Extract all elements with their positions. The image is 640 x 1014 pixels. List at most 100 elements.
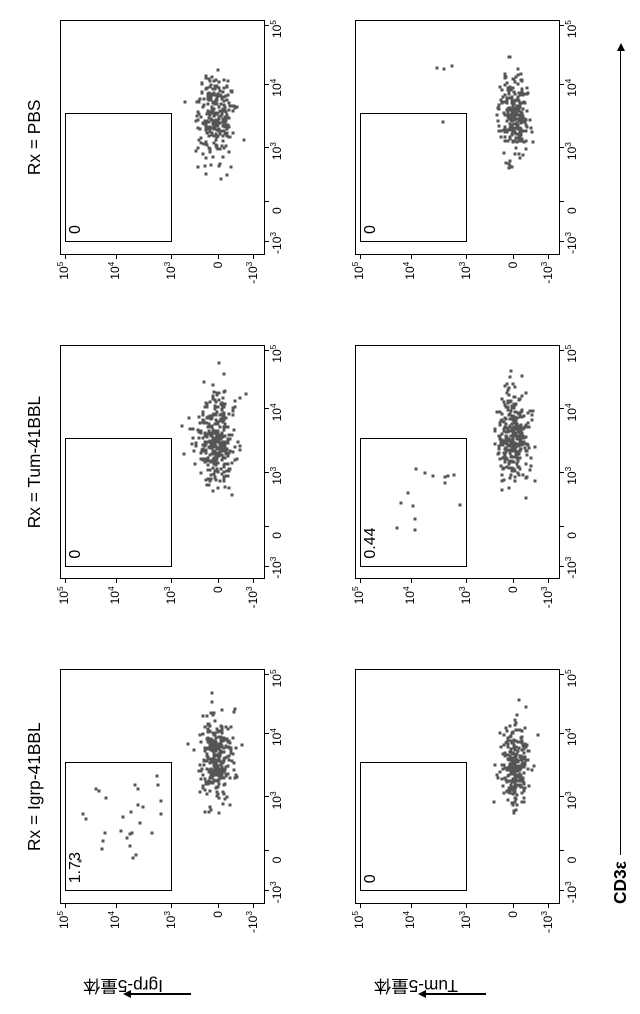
event-dot [212, 391, 215, 394]
event-dot [221, 396, 224, 399]
event-dot [520, 93, 523, 96]
event-dot [514, 99, 517, 102]
x-tick-label: 105 [563, 345, 579, 363]
event-dot [227, 740, 230, 743]
event-dot [498, 451, 501, 454]
event-dot [228, 150, 231, 153]
event-dot [101, 848, 104, 851]
event-dot [216, 786, 219, 789]
event-dot [217, 743, 220, 746]
event-dot [201, 83, 204, 86]
event-dot [510, 409, 513, 412]
event-dot [521, 374, 524, 377]
event-dot [504, 161, 507, 164]
event-dot [222, 803, 225, 806]
event-dot [498, 457, 501, 460]
event-dot [220, 732, 223, 735]
event-dot [213, 712, 216, 715]
event-dot [519, 121, 522, 124]
event-dot [520, 444, 523, 447]
event-dot [137, 804, 140, 807]
event-dot [230, 166, 233, 169]
event-dot [533, 479, 536, 482]
event-dot [503, 416, 506, 419]
flow-panel: -103-103001031031041041051050.44 [355, 345, 560, 580]
event-dot [231, 413, 234, 416]
event-dot [235, 458, 238, 461]
y-tick-label: 103 [457, 586, 473, 604]
event-dot [220, 443, 223, 446]
event-dot [222, 406, 225, 409]
event-dot [225, 796, 228, 799]
y-tick-label: 103 [457, 262, 473, 280]
event-dot [228, 117, 231, 120]
x-tick-label: 105 [268, 20, 284, 38]
event-dot [446, 474, 449, 477]
event-dot [492, 801, 495, 804]
event-dot [395, 526, 398, 529]
event-dot [197, 430, 200, 433]
event-dot [209, 480, 212, 483]
event-dot [506, 89, 509, 92]
flow-panel: -103-103001031031041041051050 [60, 20, 265, 255]
event-dot [195, 120, 198, 123]
event-dot [523, 101, 526, 104]
event-dot [526, 749, 529, 752]
event-dot [527, 426, 530, 429]
event-dot [217, 80, 220, 83]
x-tick-label: 103 [268, 142, 284, 160]
event-dot [224, 417, 227, 420]
event-dot [238, 449, 241, 452]
event-dot [207, 146, 210, 149]
event-dot [414, 517, 417, 520]
x-tick-label: 103 [563, 791, 579, 809]
event-dot [502, 401, 505, 404]
event-dot [499, 411, 502, 414]
event-dot [517, 699, 520, 702]
event-dot [414, 467, 417, 470]
event-dot [126, 836, 129, 839]
event-dot [499, 98, 502, 101]
event-dot [525, 125, 528, 128]
event-dot [207, 464, 210, 467]
tick-mark [559, 526, 564, 527]
event-dot [507, 387, 510, 390]
event-dot [520, 408, 523, 411]
event-dot [231, 132, 234, 135]
event-dot [231, 450, 234, 453]
event-dot [241, 743, 244, 746]
tick-mark [218, 578, 219, 583]
event-dot [501, 778, 504, 781]
event-dot [201, 714, 204, 717]
event-dot [243, 139, 246, 142]
event-dot [138, 822, 141, 825]
event-dot [536, 734, 539, 737]
event-dot [205, 780, 208, 783]
event-dot [512, 140, 515, 143]
tick-mark [116, 903, 117, 908]
tick-mark [360, 254, 361, 259]
event-dot [512, 131, 515, 134]
event-dot [205, 753, 208, 756]
event-dot [211, 490, 214, 493]
y-tick-label: 105 [55, 911, 71, 929]
event-dot [97, 790, 100, 793]
event-dot [216, 112, 219, 115]
tick-mark [171, 903, 172, 908]
event-dot [209, 473, 212, 476]
event-dot [517, 460, 520, 463]
event-dot [531, 141, 534, 144]
event-dot [518, 468, 521, 471]
event-dot [516, 784, 519, 787]
event-dot [228, 102, 231, 105]
event-dot [211, 105, 214, 108]
event-dot [234, 399, 237, 402]
x-axis-label: CD3ε [610, 43, 631, 904]
column-header: Rx = PBS [24, 20, 45, 255]
gate-value: 1.73 [67, 852, 85, 883]
x-tick-label: -103 [563, 881, 579, 903]
event-dot [219, 93, 222, 96]
arrow-head-icon [617, 43, 625, 51]
x-tick-label: 104 [268, 728, 284, 746]
event-dot [502, 733, 505, 736]
